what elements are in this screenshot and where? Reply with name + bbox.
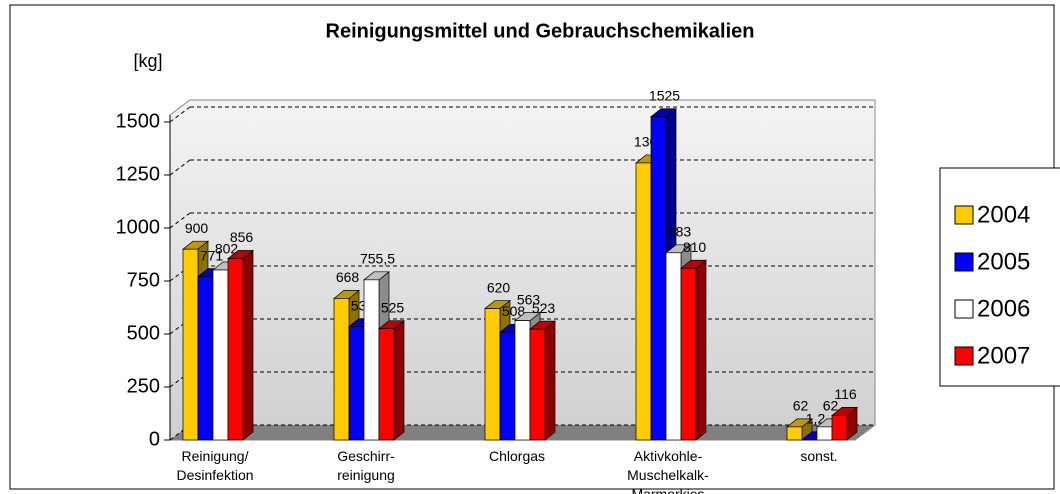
bar bbox=[635, 162, 652, 441]
value-label: 771 bbox=[200, 247, 224, 263]
bar bbox=[227, 258, 244, 441]
y-tick-label: 0 bbox=[149, 428, 160, 450]
value-label: 755,5 bbox=[360, 251, 395, 267]
bar bbox=[348, 326, 365, 441]
value-label: 620 bbox=[487, 279, 511, 295]
x-tick-label: Geschirr- reinigung bbox=[337, 448, 395, 483]
bar bbox=[831, 415, 848, 441]
legend-label: 2004 bbox=[977, 201, 1030, 228]
x-tick-label: sonst. bbox=[800, 448, 838, 464]
y-tick-label: 1500 bbox=[116, 110, 161, 132]
legend-label: 2006 bbox=[977, 295, 1030, 322]
y-tick-label: 250 bbox=[127, 375, 160, 397]
value-label: 856 bbox=[230, 229, 254, 245]
y-tick-label: 1250 bbox=[116, 163, 161, 185]
bar bbox=[529, 328, 546, 441]
bar bbox=[212, 269, 229, 441]
value-label: 810 bbox=[683, 239, 707, 255]
x-tick-label: Chlorgas bbox=[488, 448, 546, 464]
bar bbox=[650, 116, 667, 441]
value-label: 668 bbox=[336, 269, 360, 285]
bar-side bbox=[544, 320, 556, 441]
value-label: 525 bbox=[381, 299, 405, 315]
bar bbox=[499, 331, 516, 441]
value-label: 116 bbox=[834, 386, 857, 402]
bar bbox=[680, 267, 697, 441]
bar bbox=[378, 328, 395, 441]
value-label: 563 bbox=[517, 291, 541, 307]
bar bbox=[786, 426, 803, 441]
value-label: 1525 bbox=[649, 87, 680, 103]
value-label: 523 bbox=[532, 300, 556, 316]
value-label: 802 bbox=[215, 241, 239, 257]
value-label: 1,2 bbox=[806, 410, 826, 426]
bar-side bbox=[695, 259, 707, 441]
legend-swatch bbox=[954, 252, 974, 272]
bar bbox=[484, 308, 501, 441]
bar bbox=[197, 276, 214, 441]
value-label: 900 bbox=[185, 220, 209, 236]
bar bbox=[665, 252, 682, 441]
x-tick-label: Reinigung/ Desinfektion bbox=[176, 448, 254, 483]
y-tick-label: 1000 bbox=[116, 216, 161, 238]
value-label: 508 bbox=[502, 303, 526, 319]
bar bbox=[333, 298, 350, 441]
bar bbox=[816, 426, 833, 441]
legend-swatch bbox=[954, 346, 974, 366]
bar bbox=[514, 320, 531, 441]
y-tick-label: 500 bbox=[127, 322, 160, 344]
value-label: 883 bbox=[668, 224, 692, 240]
bar bbox=[182, 248, 199, 441]
value-label: 62 bbox=[823, 398, 839, 414]
y-tick-label: 750 bbox=[127, 269, 160, 291]
legend-box bbox=[939, 167, 1060, 387]
bar-side bbox=[242, 249, 254, 441]
bar-side bbox=[393, 319, 405, 441]
legend-swatch bbox=[954, 205, 974, 225]
y-axis-label: [kg] bbox=[133, 51, 162, 71]
legend-swatch bbox=[954, 299, 974, 319]
legend-label: 2007 bbox=[977, 342, 1030, 369]
x-tick-label: Aktivkohle- Muschelkalk- Marmorkies bbox=[627, 448, 709, 494]
value-label: 62 bbox=[793, 398, 809, 414]
legend-label: 2005 bbox=[977, 248, 1030, 275]
bar bbox=[363, 279, 380, 441]
chart-title: Reinigungsmittel und Gebrauchschemikalie… bbox=[326, 20, 755, 42]
